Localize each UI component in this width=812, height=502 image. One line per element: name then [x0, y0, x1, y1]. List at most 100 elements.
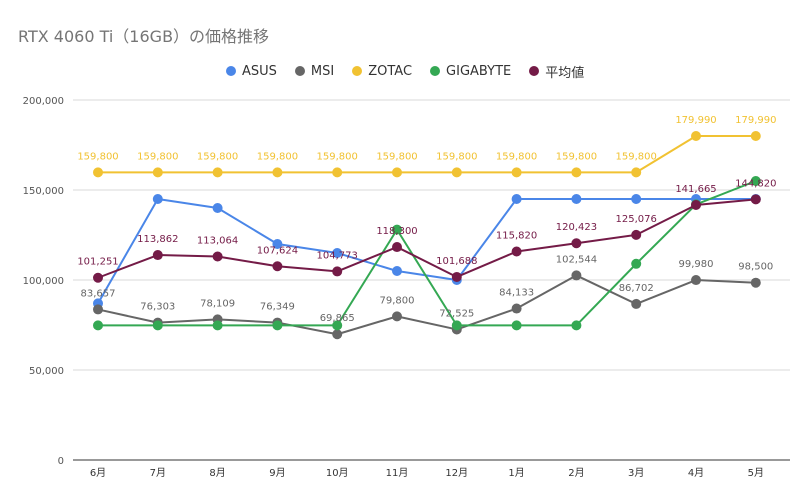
data-label: 101,688	[436, 256, 477, 267]
data-point	[571, 270, 582, 281]
data-point	[152, 167, 163, 178]
legend-marker	[294, 66, 305, 76]
data-label: 113,862	[137, 234, 178, 245]
data-point	[631, 298, 642, 309]
data-label: 159,800	[137, 151, 178, 162]
data-point	[571, 167, 582, 178]
data-point	[750, 176, 761, 186]
legend-item: GIGABYTE	[430, 64, 511, 79]
data-point	[631, 194, 642, 204]
data-point	[272, 261, 283, 272]
data-label: 125,076	[616, 214, 657, 225]
data-point	[332, 248, 343, 258]
legend-label: ZOTAC	[368, 63, 413, 79]
data-point	[272, 239, 283, 249]
data-point	[511, 303, 522, 314]
y-tick-label: 0	[58, 456, 64, 467]
data-label: 76,349	[260, 302, 295, 313]
data-label: 159,800	[496, 151, 537, 162]
data-point	[152, 250, 163, 261]
data-label: 159,800	[376, 151, 417, 162]
data-point	[451, 167, 462, 178]
x-tick-label: 8月	[209, 467, 225, 479]
legend-item: MSI	[294, 63, 335, 79]
data-point	[631, 229, 642, 240]
data-point	[750, 194, 761, 205]
data-label: 159,800	[197, 151, 238, 162]
data-point	[332, 266, 343, 277]
data-point	[691, 200, 701, 211]
x-tick-label: 11月	[386, 467, 409, 479]
legend-label: GIGABYTE	[446, 63, 512, 79]
data-point	[332, 320, 343, 331]
data-point	[511, 167, 522, 178]
legend-label: ASUS	[242, 63, 277, 79]
data-label: 76,303	[140, 302, 175, 313]
series-line	[98, 180, 757, 327]
y-tick-label: 50,000	[29, 366, 64, 377]
x-tick-label: 3月	[628, 467, 644, 479]
y-tick-label: 200,000	[23, 96, 64, 107]
data-label: 120,423	[556, 222, 597, 233]
axis-layer: 0 50,000 100,000 150,000 200,000 6月 7月 8月 9月 10月 1…	[23, 96, 764, 479]
label-layer: 83,657 76,303 78,109 76,349 69,865 79,800 72,5…	[77, 115, 776, 324]
data-point	[332, 167, 343, 178]
data-label: 113,064	[197, 235, 238, 246]
data-point	[272, 167, 283, 178]
data-label: 102,544	[556, 254, 597, 265]
legend: ASUS MSI ZOTAC GIGABYTE 平均値	[226, 62, 602, 81]
data-point	[93, 167, 103, 178]
x-tick-label: 2月	[568, 467, 584, 479]
data-point	[631, 167, 642, 178]
data-label: 115,820	[496, 231, 537, 242]
data-label: 159,800	[436, 151, 477, 162]
legend-item: ASUS	[226, 64, 277, 79]
data-label: 99,980	[679, 259, 714, 270]
series-layer	[93, 131, 761, 340]
data-label: 159,800	[317, 151, 358, 162]
data-point	[93, 304, 103, 315]
data-point	[750, 277, 761, 288]
x-tick-label: 10月	[326, 467, 349, 479]
data-label: 79,800	[380, 295, 415, 306]
data-point	[631, 258, 642, 269]
x-tick-label: 1月	[508, 467, 524, 479]
data-point	[571, 194, 582, 204]
x-tick-label: 9月	[269, 467, 285, 479]
x-tick-label: 5月	[748, 467, 764, 479]
data-point	[392, 167, 402, 178]
data-point	[212, 320, 223, 331]
y-tick-label: 100,000	[23, 276, 64, 287]
grid-layer	[73, 99, 790, 461]
data-label: 83,657	[81, 288, 116, 299]
data-point	[392, 224, 402, 235]
data-label: 118,300	[376, 226, 417, 237]
legend-label: 平均値	[545, 65, 585, 81]
series-line	[97, 274, 756, 336]
data-label: 69,865	[320, 313, 355, 324]
data-label: 179,990	[735, 115, 776, 126]
data-point	[332, 329, 343, 340]
data-point	[212, 203, 223, 213]
data-point	[392, 266, 402, 276]
x-tick-label: 12月	[445, 467, 468, 479]
data-label: 86,702	[619, 283, 654, 294]
data-label: 101,251	[77, 257, 118, 268]
data-point	[511, 246, 522, 257]
legend-label: MSI	[310, 63, 335, 79]
data-point	[691, 131, 701, 142]
legend-item: ZOTAC	[352, 64, 412, 79]
data-label: 159,800	[77, 151, 118, 162]
data-label: 144,820	[735, 178, 776, 189]
data-point	[212, 167, 223, 178]
legend-item: 平均値	[529, 62, 584, 81]
data-point	[571, 238, 582, 249]
data-label: 78,109	[200, 298, 235, 309]
series-line	[98, 135, 756, 174]
data-point	[691, 275, 701, 286]
data-point	[571, 320, 582, 331]
x-tick-label: 4月	[688, 467, 704, 479]
data-point	[152, 320, 163, 331]
data-point	[93, 272, 103, 283]
